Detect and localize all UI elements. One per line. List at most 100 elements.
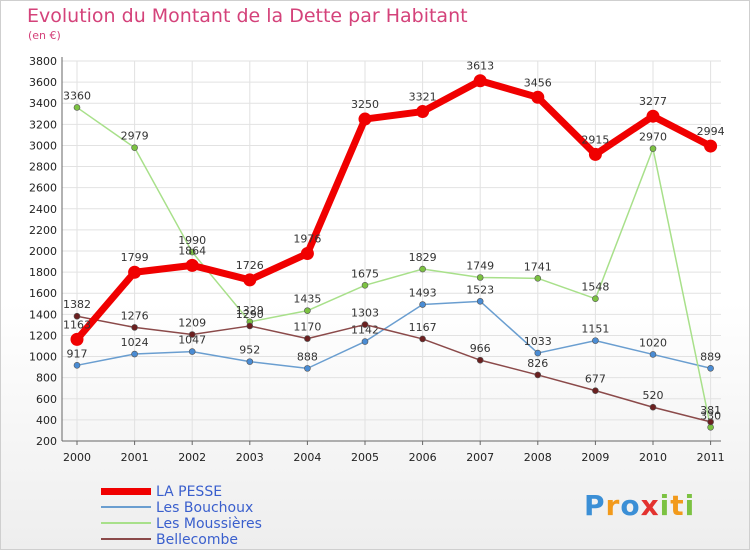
data-label-les-bouchoux: 1047 xyxy=(178,334,206,347)
data-point-les-moussi-res xyxy=(73,104,81,111)
x-tick-label: 2002 xyxy=(178,451,206,464)
data-label-les-bouchoux: 889 xyxy=(700,350,721,363)
data-label-les-moussi-res: 1749 xyxy=(466,259,494,272)
data-label-les-moussi-res: 1829 xyxy=(409,251,437,264)
data-point-les-moussi-res xyxy=(476,274,484,281)
x-tick-label: 2005 xyxy=(351,451,379,464)
y-tick-label: 3200 xyxy=(29,118,57,131)
data-point-la-pesse xyxy=(300,247,314,261)
legend-swatch-les-moussi-res xyxy=(101,522,151,524)
data-point-les-moussi-res xyxy=(304,307,311,314)
x-tick-label: 2009 xyxy=(581,451,609,464)
data-label-la-pesse: 3250 xyxy=(351,98,379,111)
x-tick-label: 2006 xyxy=(409,451,437,464)
data-point-les-bouchoux xyxy=(592,337,599,344)
data-point-la-pesse xyxy=(473,74,487,88)
data-label-les-bouchoux: 952 xyxy=(239,344,260,357)
proxiti-logo: Proxiti xyxy=(584,489,695,522)
y-tick-label: 2600 xyxy=(29,182,57,195)
data-point-les-bouchoux xyxy=(419,301,426,308)
data-label-la-pesse: 2915 xyxy=(581,133,609,146)
data-label-les-bouchoux: 1151 xyxy=(581,323,609,336)
y-tick-label: 3600 xyxy=(29,76,57,89)
data-label-bellecombe: 1290 xyxy=(236,308,264,321)
data-point-bellecombe xyxy=(707,418,714,426)
data-point-bellecombe xyxy=(131,324,138,331)
data-label-les-bouchoux: 888 xyxy=(297,350,318,363)
data-point-la-pesse xyxy=(243,273,257,287)
y-tick-label: 1600 xyxy=(29,287,57,300)
data-point-bellecombe xyxy=(304,335,311,342)
series-line-les-moussi-res xyxy=(76,106,712,429)
legend-label-les-moussi-res: Les Moussières xyxy=(156,516,262,532)
y-tick-label: 400 xyxy=(36,414,57,427)
chart-title: Evolution du Montant de la Dette par Hab… xyxy=(27,5,468,27)
data-point-les-moussi-res xyxy=(592,295,599,303)
x-tick-label: 2004 xyxy=(293,451,321,464)
logo-letter: P xyxy=(584,489,606,522)
x-tick-label: 2007 xyxy=(466,451,494,464)
data-label-les-bouchoux: 1523 xyxy=(466,283,494,296)
data-point-bellecombe xyxy=(592,387,599,394)
data-point-la-pesse xyxy=(588,147,602,161)
data-label-la-pesse: 3613 xyxy=(466,60,494,73)
legend-label-la-pesse: LA PESSE xyxy=(156,484,223,500)
data-point-les-moussi-res xyxy=(534,275,542,282)
logo-letter: t xyxy=(670,489,685,522)
logo-letter: o xyxy=(620,489,641,522)
y-tick-label: 1000 xyxy=(29,351,57,364)
data-label-la-pesse: 1976 xyxy=(293,233,321,246)
data-label-la-pesse: 2994 xyxy=(697,125,725,138)
data-label-bellecombe: 1167 xyxy=(409,321,437,334)
y-tick-label: 200 xyxy=(36,435,57,448)
data-label-bellecombe: 1382 xyxy=(63,298,91,311)
data-point-bellecombe xyxy=(188,331,196,338)
data-label-les-moussi-res: 2970 xyxy=(639,131,667,144)
data-point-les-bouchoux xyxy=(361,338,369,345)
x-tick-label: 2001 xyxy=(121,451,149,464)
data-point-la-pesse xyxy=(704,139,718,153)
logo-letter: i xyxy=(684,489,696,522)
data-point-les-bouchoux xyxy=(476,298,484,305)
data-point-la-pesse xyxy=(646,109,660,123)
data-point-la-pesse xyxy=(531,90,545,104)
data-label-la-pesse: 3321 xyxy=(409,91,437,104)
x-tick-label: 2011 xyxy=(697,451,725,464)
data-label-la-pesse: 1864 xyxy=(178,244,206,257)
data-point-les-moussi-res xyxy=(419,265,426,273)
data-label-les-bouchoux: 1020 xyxy=(639,336,667,349)
x-tick-label: 2003 xyxy=(236,451,264,464)
data-point-la-pesse xyxy=(416,105,430,119)
data-point-bellecombe xyxy=(476,356,484,364)
y-tick-label: 3800 xyxy=(29,55,57,68)
data-label-bellecombe: 966 xyxy=(470,342,491,355)
data-label-la-pesse: 3277 xyxy=(639,95,667,108)
data-label-les-moussi-res: 1329 xyxy=(236,304,264,317)
data-point-bellecombe xyxy=(246,322,254,330)
legend-label-bellecombe: Bellecombe xyxy=(156,532,239,548)
data-point-les-bouchoux xyxy=(534,349,542,357)
data-point-la-pesse xyxy=(185,258,199,272)
x-tick-label: 2000 xyxy=(63,451,91,464)
data-label-bellecombe: 1170 xyxy=(293,321,321,334)
y-tick-label: 2000 xyxy=(29,245,57,258)
data-point-bellecombe xyxy=(73,312,81,320)
data-point-les-moussi-res xyxy=(188,248,196,256)
data-point-bellecombe xyxy=(419,335,426,343)
data-point-les-bouchoux xyxy=(131,350,138,358)
data-label-les-bouchoux: 1033 xyxy=(524,335,552,348)
data-label-les-bouchoux: 917 xyxy=(67,347,88,360)
y-tick-label: 600 xyxy=(36,393,57,406)
data-point-les-moussi-res xyxy=(131,144,138,151)
data-label-bellecombe: 1209 xyxy=(178,316,206,329)
y-tick-label: 2400 xyxy=(29,203,57,216)
y-tick-label: 3400 xyxy=(29,97,57,110)
series-line-la-pesse xyxy=(73,77,715,343)
data-point-la-pesse xyxy=(128,265,142,279)
data-label-les-moussi-res: 1548 xyxy=(581,281,609,294)
data-label-bellecombe: 1276 xyxy=(121,309,149,322)
data-label-les-moussi-res: 330 xyxy=(700,409,721,422)
x-tick-label: 2010 xyxy=(639,451,667,464)
data-label-les-bouchoux: 1493 xyxy=(409,287,437,300)
